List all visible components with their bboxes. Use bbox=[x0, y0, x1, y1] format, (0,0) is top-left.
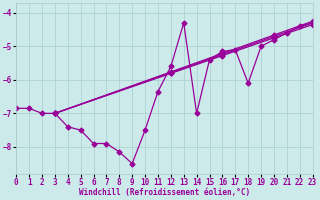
X-axis label: Windchill (Refroidissement éolien,°C): Windchill (Refroidissement éolien,°C) bbox=[79, 188, 250, 197]
